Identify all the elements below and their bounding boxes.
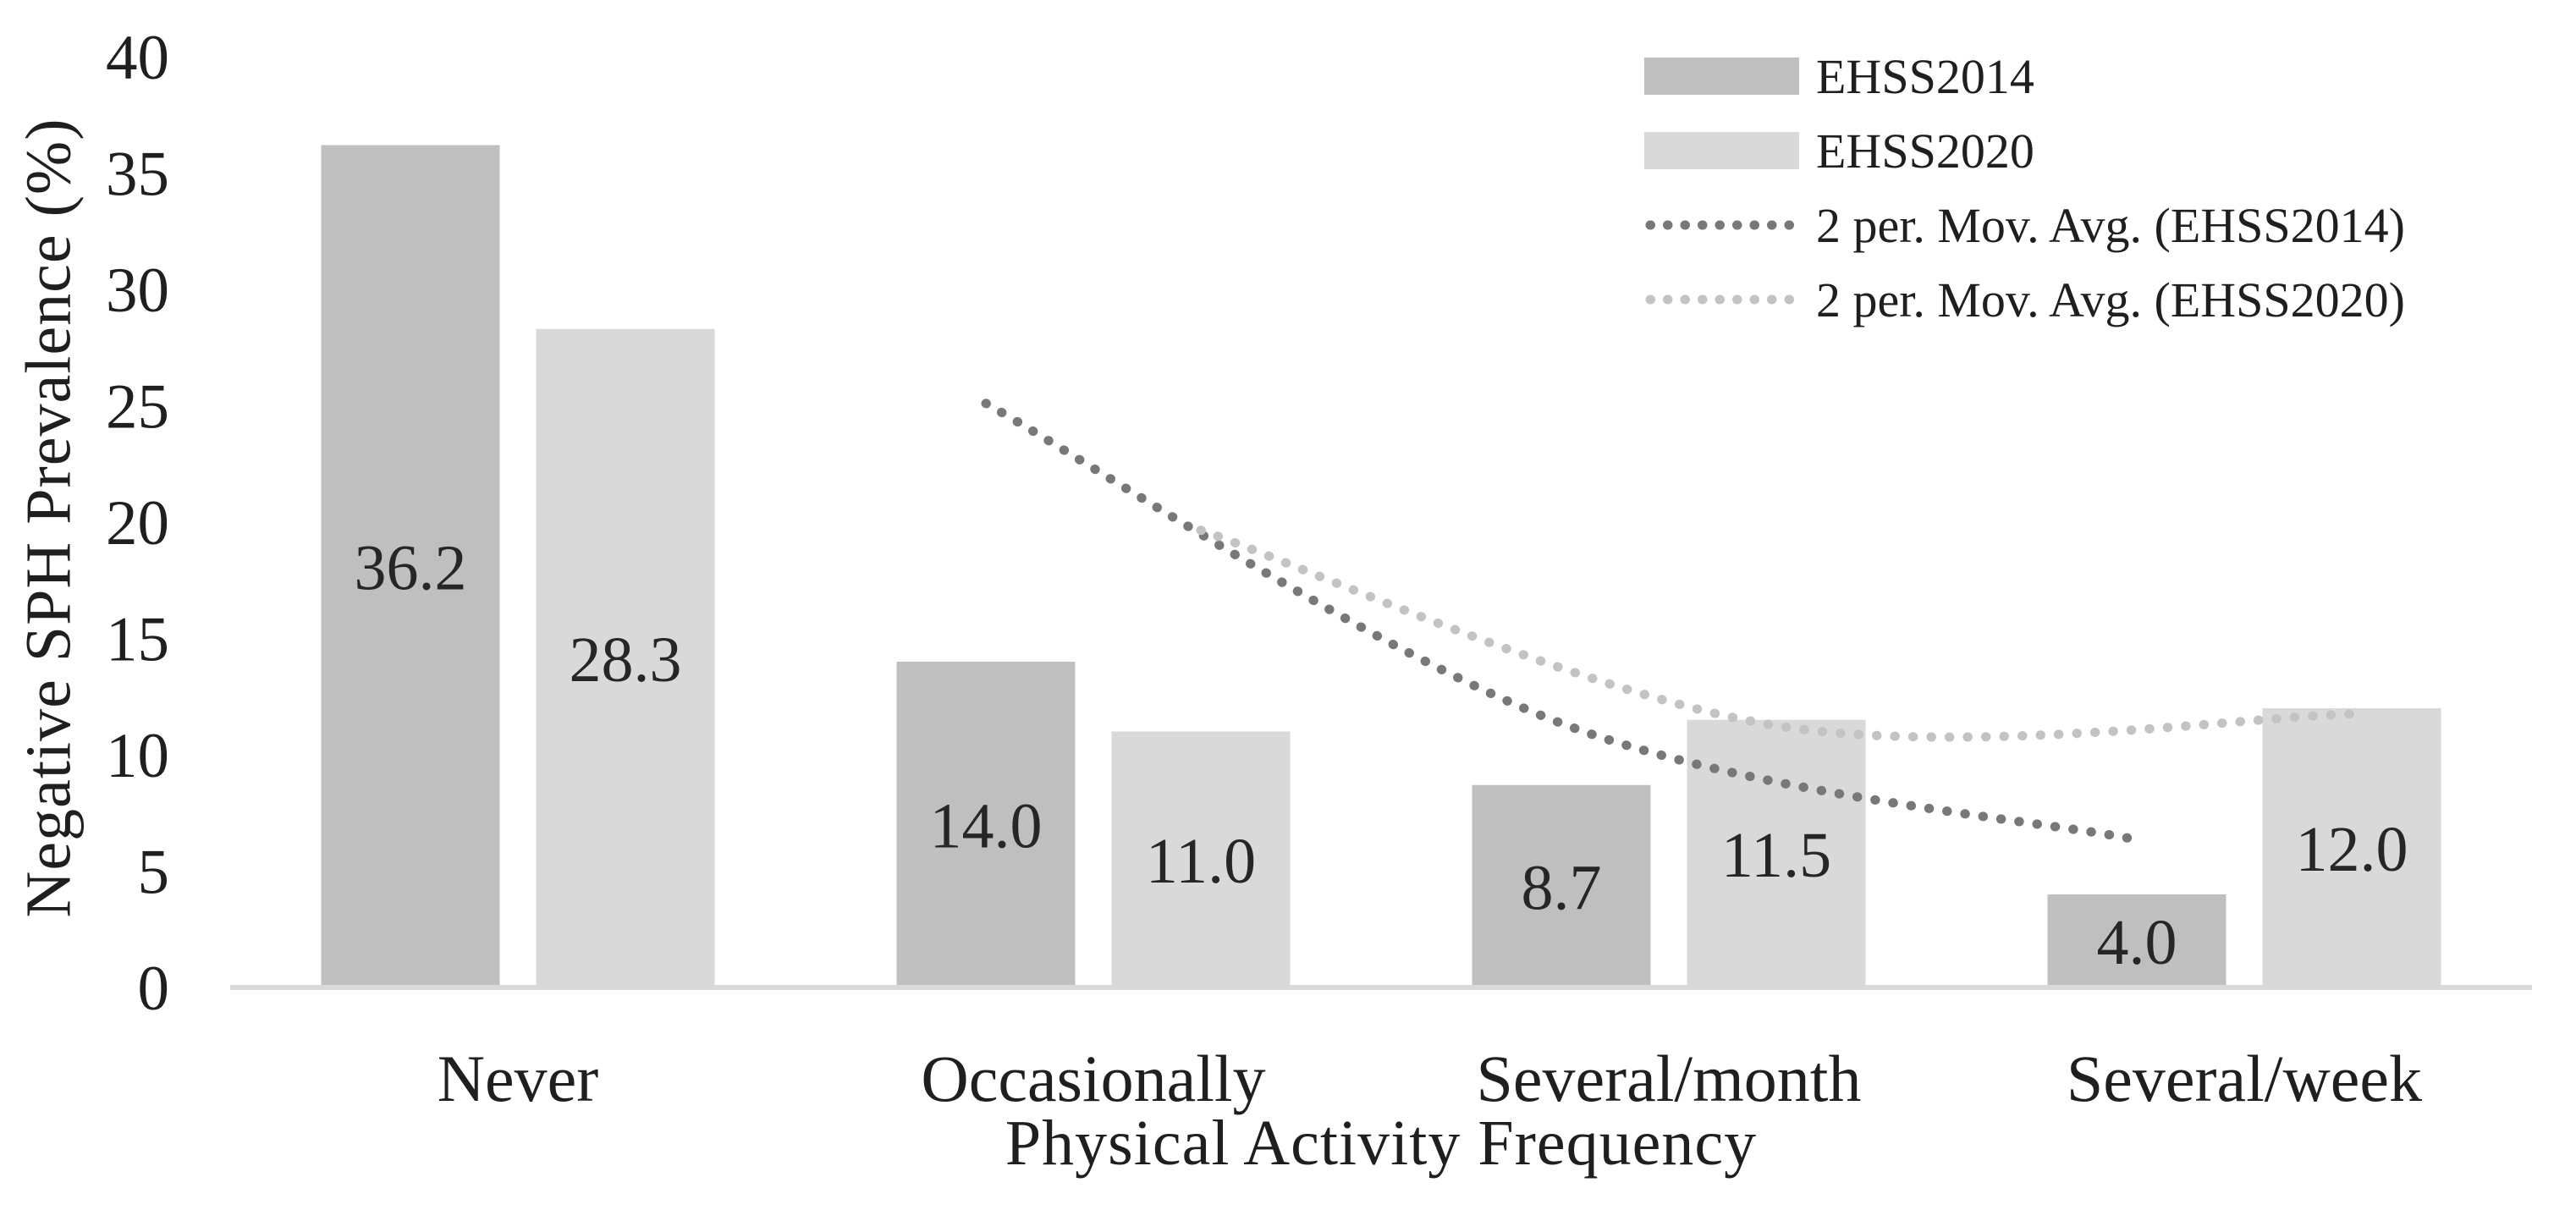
bar-value-label-ehss2020-occasionally: 11.0 xyxy=(1146,826,1256,897)
bar-ehss2014-several-week xyxy=(2047,894,2226,987)
legend-label-ehss2014: EHSS2014 xyxy=(1816,48,2034,104)
bar-ehss2020-several-week xyxy=(2262,708,2441,987)
x-category-label-occasionally: Occasionally xyxy=(921,1042,1265,1115)
legend-swatch-ehss2014 xyxy=(1644,58,1799,95)
legend-dotted-line-ehss2014 xyxy=(1645,220,1799,230)
bar-value-label-ehss2014-several-week: 4.0 xyxy=(2097,907,2177,978)
bar-value-label-ehss2020-several-week: 12.0 xyxy=(2296,814,2408,885)
x-axis-title: Physical Activity Frequency xyxy=(1005,1108,1758,1179)
legend-item-ehss2014: EHSS2014 xyxy=(1644,39,2405,113)
bar-value-label-ehss2014-never: 36.2 xyxy=(355,532,467,603)
legend: EHSS2014 EHSS2020 2 per. Mov. Avg. (EHSS… xyxy=(1644,39,2405,337)
y-tick-label-25: 25 xyxy=(106,372,169,443)
y-tick-label-20: 20 xyxy=(106,488,169,558)
bar-ehss2014-several-month xyxy=(1472,784,1651,987)
x-category-label-never: Never xyxy=(438,1042,599,1115)
y-tick-label-15: 15 xyxy=(106,605,169,675)
y-tick-label-0: 0 xyxy=(138,954,170,1024)
legend-dotted-line-ehss2020 xyxy=(1645,294,1799,305)
y-tick-label-10: 10 xyxy=(106,721,169,791)
x-category-label-several-month: Several/month xyxy=(1477,1042,1862,1115)
legend-label-movavg-ehss2014: 2 per. Mov. Avg. (EHSS2014) xyxy=(1816,197,2405,253)
bar-value-label-ehss2014-several-month: 8.7 xyxy=(1522,852,1602,923)
bar-ehss2020-never xyxy=(536,328,715,987)
bar-ehss2014-occasionally xyxy=(896,662,1076,987)
trendline-2-per-mov-avg-ehss2014 xyxy=(981,399,2142,844)
bar-ehss2014-never xyxy=(321,145,500,987)
y-axis-title: Negative SPH Prevalence (%) xyxy=(13,118,85,918)
bar-value-label-ehss2020-never: 28.3 xyxy=(570,624,682,696)
legend-item-movavg-ehss2014: 2 per. Mov. Avg. (EHSS2014) xyxy=(1644,188,2405,262)
y-tick-label-35: 35 xyxy=(106,140,169,210)
x-category-label-several-week: Several/week xyxy=(2067,1042,2422,1115)
y-tick-label-5: 5 xyxy=(138,838,170,908)
legend-label-ehss2020: EHSS2020 xyxy=(1816,123,2034,179)
legend-item-movavg-ehss2020: 2 per. Mov. Avg. (EHSS2020) xyxy=(1644,262,2405,337)
bar-value-label-ehss2014-occasionally: 14.0 xyxy=(930,791,1043,862)
bar-value-label-ehss2020-several-month: 11.5 xyxy=(1721,820,1831,891)
bar-ehss2020-occasionally xyxy=(1111,731,1291,987)
legend-swatch-ehss2020 xyxy=(1644,132,1799,169)
y-tick-label-30: 30 xyxy=(106,256,169,326)
legend-item-ehss2020: EHSS2020 xyxy=(1644,113,2405,188)
y-tick-label-40: 40 xyxy=(106,23,169,93)
legend-label-movavg-ehss2020: 2 per. Mov. Avg. (EHSS2020) xyxy=(1816,272,2405,327)
